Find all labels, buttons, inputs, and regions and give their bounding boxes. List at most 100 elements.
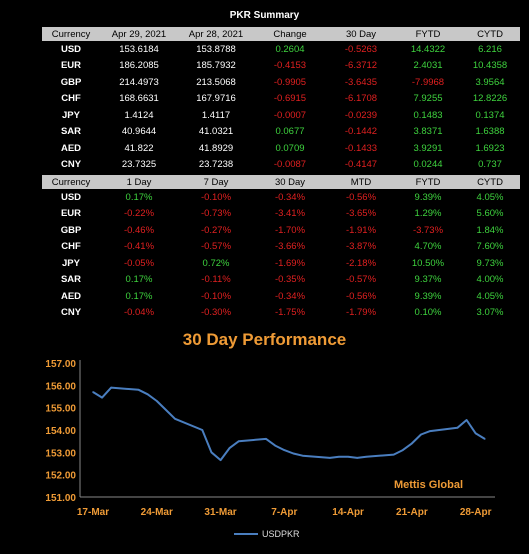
table-row: EUR -0.22% -0.73% -3.41% -3.65% 1.29% 5.60% [42, 206, 520, 223]
data-point [265, 438, 267, 440]
data-point [347, 456, 349, 458]
table-cell: 7.9255 [413, 93, 443, 105]
x-tick-label: 24-Mar [141, 507, 173, 518]
data-point [402, 449, 404, 451]
column-header: Apr 28, 2021 [178, 27, 254, 41]
data-point [338, 456, 340, 458]
table-cell: -3.41% [274, 208, 306, 220]
table-cell: -3.65% [345, 208, 377, 220]
table-cell: 185.7932 [196, 60, 236, 72]
table-cell: 186.2085 [119, 60, 159, 72]
table-cell: 0.10% [414, 307, 442, 319]
currency-code: GBP [60, 76, 82, 88]
table-cell: -0.1442 [344, 126, 378, 138]
currency-code: USD [60, 43, 82, 55]
currency-code: JPY [62, 109, 80, 121]
table-cell: -1.91% [345, 224, 377, 236]
table-cell: 153.8788 [196, 43, 236, 55]
table-cell: -0.34% [274, 191, 306, 203]
table-row: EUR 186.2085 185.7932 -0.4153 -6.3712 2.4031 1… [42, 58, 520, 75]
column-header: FYTD [396, 175, 460, 189]
data-point [420, 433, 422, 436]
table-cell: -6.1708 [344, 93, 378, 105]
table-cell: 3.07% [476, 307, 504, 319]
table-row: CNY 23.7325 23.7238 -0.0087 -0.4147 0.0244 0.7… [42, 157, 520, 174]
table-cell: -0.56% [345, 290, 377, 302]
table-cell: -1.75% [274, 307, 306, 319]
table-cell: 0.0677 [275, 126, 305, 138]
x-tick-label: 17-Mar [77, 507, 109, 518]
data-point [219, 459, 222, 461]
data-point [228, 447, 231, 449]
data-point [101, 396, 103, 399]
table-cell: -0.57% [345, 274, 377, 286]
table-cell: 0.17% [125, 191, 153, 203]
x-tick-label: 28-Apr [460, 507, 492, 518]
data-point [411, 442, 413, 445]
table-cell: 9.73% [476, 257, 504, 269]
table-row: JPY -0.05% 0.72% -1.69% -2.18% 10.50% 9.73% [42, 255, 520, 272]
table-cell: 0.17% [125, 290, 153, 302]
data-point [356, 457, 359, 459]
data-point [274, 444, 277, 447]
table-cell: 10.50% [411, 257, 445, 269]
table-cell: -1.69% [274, 257, 306, 269]
table-cell: 3.9564 [475, 76, 505, 88]
returns-table: Currency 1 Day 7 Day 30 Day MTD FYTD CYTD USD 0.… [42, 175, 520, 321]
table-cell: -1.79% [345, 307, 377, 319]
currency-code: USD [60, 191, 82, 203]
table-cell: -0.56% [345, 191, 377, 203]
table-cell: 153.6184 [119, 43, 159, 55]
table-cell: -0.6915 [273, 93, 307, 105]
table-cell: -1.70% [274, 224, 306, 236]
x-tick-label: 7-Apr [271, 507, 297, 518]
table-cell: -0.10% [200, 290, 232, 302]
table-row: CHF 168.6631 167.9716 -0.6915 -6.1708 7.9255 1… [42, 91, 520, 108]
table-cell: 1.6923 [475, 142, 505, 154]
table-row: GBP 214.4973 213.5068 -0.9905 -3.6435 -7.9968… [42, 74, 520, 91]
chart-title: 30 Day Performance [182, 330, 347, 349]
table-cell: 1.84% [476, 224, 504, 236]
column-header: FYTD [396, 27, 460, 41]
y-tick-label: 152.00 [45, 471, 76, 482]
table-cell: -0.10% [200, 191, 232, 203]
table-cell: -0.46% [123, 224, 155, 236]
table-cell: -0.4153 [273, 60, 307, 72]
table-cell: 0.0709 [275, 142, 305, 154]
table-cell: 0.1483 [413, 109, 443, 121]
currency-code: SAR [60, 126, 82, 138]
data-point [484, 438, 486, 440]
data-point [429, 430, 431, 432]
table-cell: -0.27% [200, 224, 232, 236]
table-cell: -0.9905 [273, 76, 307, 88]
table-cell: 3.8371 [413, 126, 443, 138]
column-header: CYTD [460, 175, 520, 189]
table-cell: -0.11% [201, 274, 231, 286]
table-cell: -0.0007 [273, 109, 307, 121]
table-cell: 9.39% [414, 191, 442, 203]
y-tick-label: 156.00 [45, 381, 76, 392]
table-cell: 7.60% [476, 241, 504, 253]
table-row: SAR 0.17% -0.11% -0.35% -0.57% 9.37% 4.00% [42, 272, 520, 289]
column-header: Currency [42, 27, 100, 41]
table-cell: -0.0239 [344, 109, 378, 121]
currency-code: CNY [60, 307, 82, 319]
table-cell: -2.18% [345, 257, 377, 269]
data-point [283, 449, 286, 451]
table-cell: 23.7325 [121, 159, 157, 171]
table-cell: -0.41% [123, 241, 155, 253]
y-tick-label: 153.00 [45, 448, 76, 459]
table-cell: 4.05% [476, 191, 504, 203]
currency-code: CNY [60, 159, 82, 171]
table-cell: -0.22% [123, 208, 155, 220]
table-cell: 41.8929 [198, 142, 234, 154]
table-cell: 40.9644 [121, 126, 157, 138]
column-header: CYTD [460, 27, 520, 41]
table-cell: 0.72% [202, 257, 230, 269]
table-cell: -3.87% [345, 241, 377, 253]
currency-code: EUR [60, 60, 82, 72]
table-cell: 3.9291 [413, 142, 443, 154]
x-tick-label: 14-Apr [332, 507, 364, 518]
table-cell: 0.17% [125, 274, 153, 286]
column-header: Apr 29, 2021 [100, 27, 178, 41]
